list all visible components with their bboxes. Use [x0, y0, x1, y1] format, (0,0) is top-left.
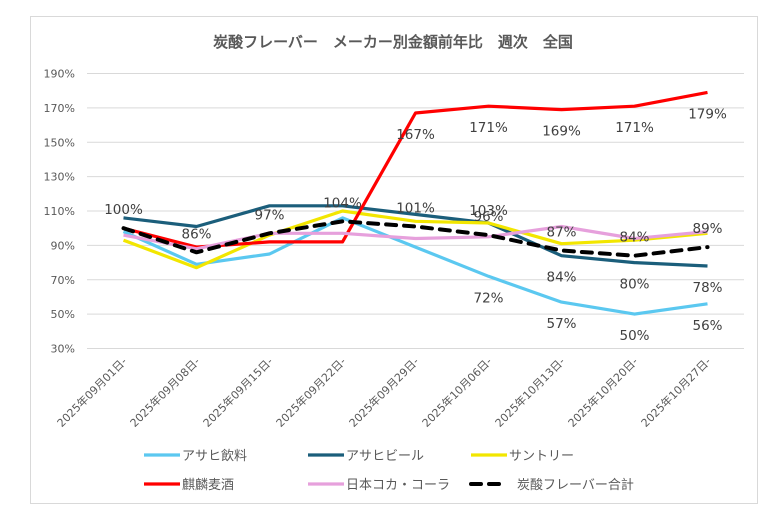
- x-tick-label: 2025年10月13日-: [492, 354, 568, 430]
- data-label: 103%: [469, 203, 508, 219]
- data-label: 179%: [688, 106, 727, 122]
- y-axis: 190% 170% 150% 130% 110% 90% 70% 50% 30%: [44, 68, 75, 356]
- y-tick-label: 50%: [51, 308, 75, 321]
- legend-item[interactable]: 麒麟麦酒: [144, 477, 234, 493]
- legend-item[interactable]: アサヒビール: [308, 449, 424, 464]
- data-label: 84%: [619, 230, 649, 246]
- x-tick-label: 2025年09月01日-: [54, 354, 130, 430]
- series-line-3: [123, 90, 708, 249]
- legend-label: サントリー: [509, 449, 574, 464]
- series-line-0: [122, 216, 708, 316]
- data-label: 169%: [542, 124, 581, 140]
- x-tick-label: 2025年10月06日-: [419, 354, 495, 430]
- y-tick-label: 70%: [51, 274, 75, 287]
- series-line-1: [123, 204, 708, 268]
- series-line-5: [121, 219, 710, 258]
- data-label: 56%: [692, 318, 722, 334]
- data-label: 86%: [181, 226, 211, 242]
- data-label: 50%: [619, 328, 649, 344]
- x-tick-label: 2025年09月15日-: [200, 354, 276, 430]
- data-label: 171%: [469, 120, 508, 136]
- x-tick-label: 2025年10月20日-: [565, 354, 641, 430]
- data-label: 80%: [619, 277, 649, 293]
- data-label: 101%: [396, 200, 435, 216]
- data-label: 96%: [473, 209, 503, 225]
- series-line-2: [122, 209, 708, 270]
- legend-item[interactable]: アサヒ飲料: [144, 448, 247, 464]
- legend-item[interactable]: 炭酸フレーバー合計: [469, 477, 634, 493]
- y-tick-label: 110%: [44, 205, 75, 218]
- legend-item[interactable]: サントリー: [471, 449, 574, 464]
- gridlines: [87, 73, 744, 349]
- y-tick-label: 30%: [51, 343, 75, 356]
- data-label: 72%: [473, 290, 503, 306]
- legend-label: 炭酸フレーバー合計: [517, 477, 634, 493]
- data-label: 171%: [615, 120, 654, 136]
- series-line-4: [123, 224, 708, 251]
- legend-label: アサヒ飲料: [182, 448, 247, 464]
- x-tick-label: 2025年09月22日-: [273, 354, 349, 430]
- legend-label: 日本コカ・コーラ: [346, 478, 450, 493]
- data-labels: 72% 57% 50% 56% 103% 84% 80% 78% 167% 171% 169% 171…: [104, 106, 727, 344]
- x-axis: 2025年09月01日-2025年09月08日-2025年09月15日-2025…: [54, 354, 714, 430]
- x-tick-label: 2025年10月27日-: [638, 354, 714, 430]
- data-label: 97%: [254, 207, 284, 223]
- data-label: 87%: [546, 225, 576, 241]
- chart-frame: [30, 16, 758, 504]
- data-label: 100%: [104, 202, 143, 218]
- x-tick-label: 2025年09月29日-: [346, 354, 422, 430]
- legend-label: 麒麟麦酒: [182, 477, 234, 493]
- data-label: 104%: [323, 195, 362, 211]
- legend-label: アサヒビール: [346, 449, 424, 464]
- x-tick-label: 2025年09月08日-: [127, 354, 203, 430]
- series-lines: [121, 90, 710, 316]
- legend-item[interactable]: 日本コカ・コーラ: [308, 478, 450, 493]
- data-label: 57%: [546, 316, 576, 332]
- y-tick-label: 190%: [44, 68, 75, 81]
- data-label: 78%: [692, 280, 722, 296]
- y-tick-label: 150%: [44, 136, 75, 149]
- data-label: 167%: [396, 127, 435, 143]
- chart-title: 炭酸フレーバー メーカー別金額前年比 週次 全国: [213, 33, 573, 51]
- data-label: 84%: [546, 270, 576, 286]
- y-tick-label: 130%: [44, 171, 75, 184]
- y-tick-label: 170%: [44, 102, 75, 115]
- data-label: 89%: [692, 221, 722, 237]
- y-tick-label: 90%: [51, 239, 75, 252]
